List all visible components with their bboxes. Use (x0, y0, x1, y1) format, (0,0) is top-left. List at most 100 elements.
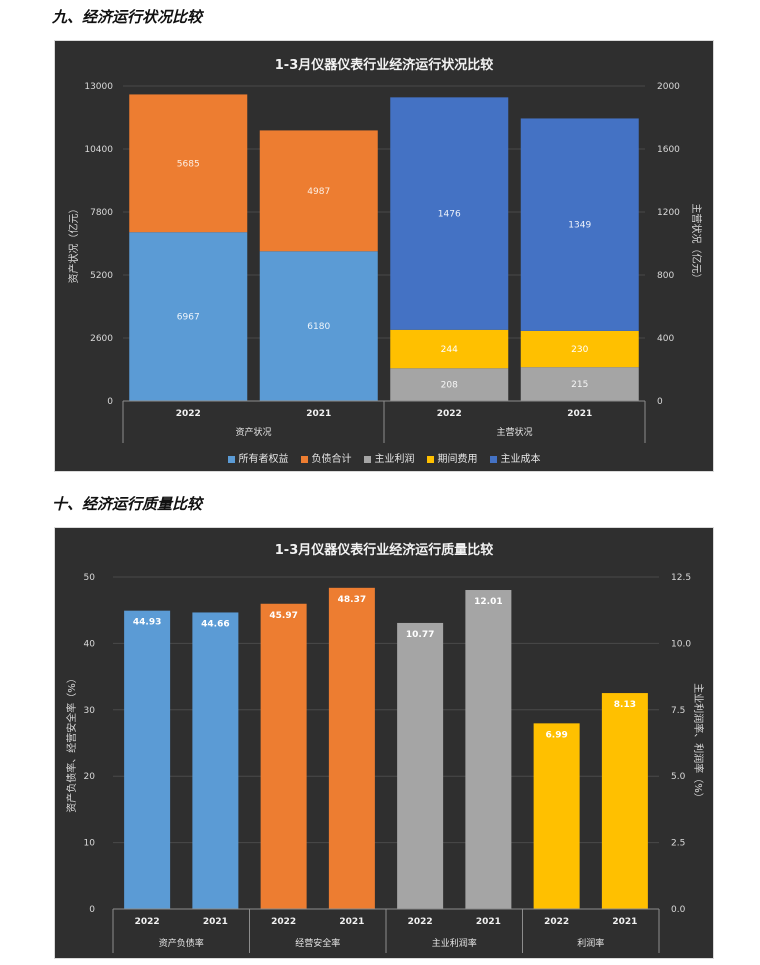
data-label: 45.97 (269, 611, 297, 621)
legend-swatch (227, 455, 235, 463)
bar (260, 603, 307, 909)
group-label: 经营安全率 (295, 937, 340, 949)
legend-swatch (426, 455, 434, 463)
data-label: 6180 (307, 322, 330, 332)
bar-segment (520, 330, 639, 368)
data-label: 44.66 (201, 619, 229, 629)
y2-tick-label: 12.5 (671, 573, 691, 583)
bar-segment (390, 329, 509, 369)
legend-label: 所有者权益 (238, 454, 289, 465)
x-tick-label: 2022 (135, 917, 160, 927)
data-label: 6.99 (546, 730, 568, 740)
bar-segment (259, 251, 378, 401)
x-tick-label: 2022 (271, 917, 296, 927)
legend-label: 期间费用 (437, 454, 478, 465)
y2-tick-label: 0 (657, 397, 663, 407)
y-axis-label: 资产负债率、经营安全率（%） (65, 673, 78, 813)
bar-segment (520, 367, 639, 401)
y-tick-label: 10 (84, 839, 96, 849)
group-label: 主业利润率 (432, 937, 477, 949)
bar-segment (390, 368, 509, 401)
data-label: 4987 (307, 187, 330, 197)
y2-tick-label: 1600 (657, 145, 680, 155)
x-tick-label: 2022 (176, 409, 201, 419)
bar-segment (390, 97, 509, 330)
quality-chart: 0 10 20 30 40 50 0.0 2.5 5.0 7.5 10.0 12.5 资产负债率、经营安… (65, 573, 705, 953)
legend-item: 主业利润 (363, 450, 415, 465)
y-tick-label: 10400 (84, 145, 113, 155)
bar (601, 693, 648, 909)
x-tick-label: 2021 (306, 409, 331, 419)
y-tick-label: 0 (89, 905, 95, 915)
legend-swatch (489, 455, 497, 463)
data-label: 215 (571, 380, 588, 390)
group-label: 资产状况 (235, 426, 271, 438)
y2-axis-label: 主业利润率、利润率（%） (692, 683, 705, 803)
legend-label: 主业成本 (500, 454, 541, 465)
y-tick-label: 20 (84, 772, 96, 782)
y-tick-label: 7800 (90, 208, 113, 218)
legend-item: 所有者权益 (227, 450, 289, 465)
data-label: 1476 (438, 210, 461, 220)
bar-segment (129, 232, 248, 401)
y2-tick-label: 7.5 (671, 706, 685, 716)
bar-segment (520, 118, 639, 331)
x-tick-label: 2021 (203, 917, 228, 927)
y-tick-label: 0 (107, 397, 113, 407)
y2-tick-label: 5.0 (671, 772, 686, 782)
bar (328, 587, 375, 909)
group-label: 资产负债率 (159, 937, 204, 949)
bar-segment (259, 130, 378, 252)
y2-tick-label: 400 (657, 334, 674, 344)
data-label: 8.13 (614, 700, 636, 710)
section-title-status: 九、经济运行状况比较 (52, 8, 203, 26)
data-label: 10.77 (406, 630, 434, 640)
x-tick-label: 2021 (567, 409, 592, 419)
y2-tick-label: 10.0 (671, 639, 691, 649)
x-tick-label: 2022 (408, 917, 433, 927)
legend-swatch (300, 455, 308, 463)
bar (192, 612, 239, 909)
y2-tick-label: 2000 (657, 82, 680, 92)
data-label: 48.37 (338, 595, 366, 605)
section-title-quality: 十、经济运行质量比较 (52, 495, 203, 513)
group-label: 利润率 (577, 937, 604, 949)
group-label: 主营状况 (496, 426, 532, 438)
data-label: 1349 (568, 221, 591, 231)
bar (533, 723, 580, 909)
data-label: 5685 (177, 159, 200, 169)
y-tick-label: 13000 (84, 82, 113, 92)
data-label: 12.01 (474, 597, 502, 607)
status-chart: 0 2600 5200 7800 10400 13000 0 400 800 1200 1600 20… (67, 82, 703, 443)
y-tick-label: 30 (84, 706, 96, 716)
legend-label: 负债合计 (311, 454, 352, 465)
y2-axis-label: 主营状况（亿元） (690, 204, 703, 284)
bar-segment (129, 94, 248, 233)
legend-item: 主业成本 (489, 450, 541, 465)
legend-swatch (363, 455, 371, 463)
chart-panel-status: 0 2600 5200 7800 10400 13000 0 400 800 1200 1600 20… (54, 40, 714, 472)
data-label: 208 (441, 381, 458, 391)
x-tick-label: 2022 (437, 409, 462, 419)
bar (465, 590, 512, 909)
chart-legend: 所有者权益 负债合计 主业利润 期间费用 主业成本 (55, 450, 713, 465)
y2-tick-label: 2.5 (671, 839, 685, 849)
data-label: 6967 (177, 313, 200, 323)
data-label: 230 (571, 345, 588, 355)
y2-tick-label: 800 (657, 271, 674, 281)
legend-label: 主业利润 (374, 454, 415, 465)
x-tick-label: 2022 (544, 917, 569, 927)
chart-title: 1-3月仪器仪表行业经济运行质量比较 (274, 543, 494, 558)
chart-title: 1-3月仪器仪表行业经济运行状况比较 (274, 58, 494, 73)
x-tick-label: 2021 (612, 917, 637, 927)
legend-item: 期间费用 (426, 450, 478, 465)
y-axis-label: 资产状况（亿元） (67, 204, 80, 284)
y-tick-label: 40 (84, 639, 96, 649)
bar (124, 610, 171, 909)
x-tick-label: 2021 (476, 917, 501, 927)
y2-tick-label: 0.0 (671, 905, 686, 915)
chart-panel-quality: 0 10 20 30 40 50 0.0 2.5 5.0 7.5 10.0 12.5 资产负债率、经营安… (54, 527, 714, 959)
data-label: 44.93 (133, 618, 161, 628)
legend-item: 负债合计 (300, 450, 352, 465)
y-tick-label: 2600 (90, 334, 113, 344)
